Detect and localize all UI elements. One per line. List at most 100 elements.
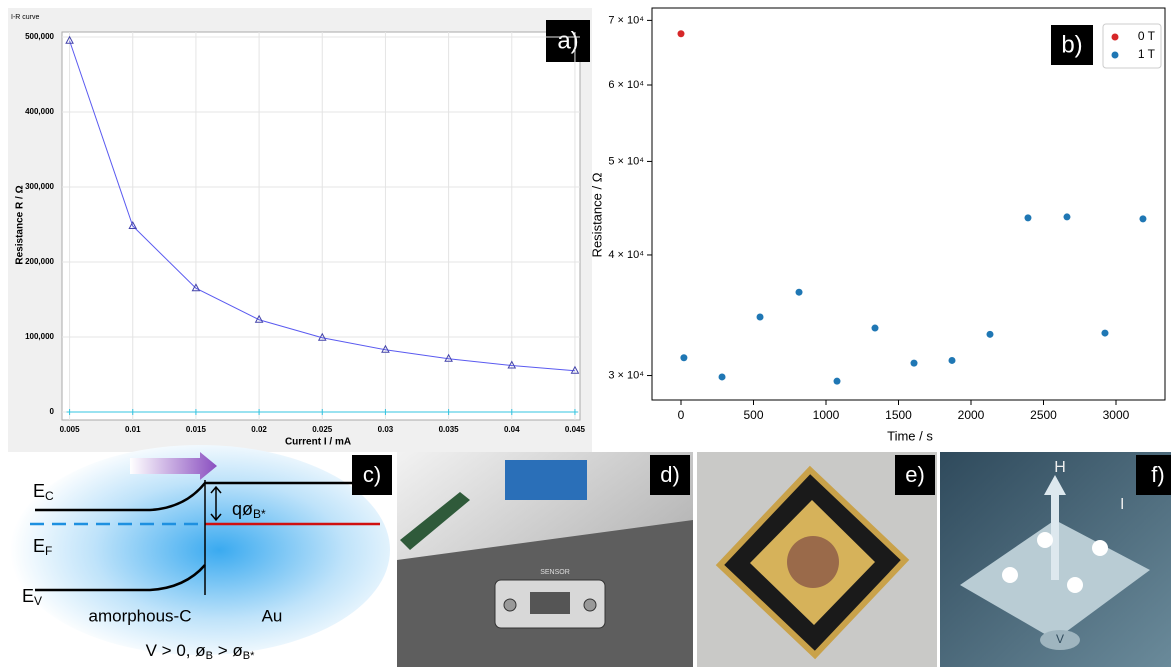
chart-title: I-R curve: [11, 14, 40, 21]
panel-label-box: [1136, 455, 1171, 495]
contact: [1067, 577, 1083, 593]
x-tick-label: 3000: [1103, 408, 1130, 422]
y-tick-label: 500,000: [25, 32, 54, 41]
point: [795, 288, 803, 296]
x-tick-label: 2000: [958, 408, 985, 422]
point: [986, 330, 994, 338]
y-axis-label: Resistance R / Ω: [15, 185, 26, 264]
condition-label: V > 0, øB > øB*: [146, 641, 255, 661]
legend-swatch: [1111, 33, 1119, 41]
marker: [317, 332, 327, 341]
panel-label: e): [905, 462, 925, 487]
glow: [10, 445, 390, 655]
gas-port: [583, 598, 597, 612]
contact: [1002, 567, 1018, 583]
panel-label: d): [660, 462, 680, 487]
x-tick-label: 0.01: [125, 425, 141, 434]
x-tick-label: 0.015: [186, 425, 207, 434]
panel-label-box: [1051, 25, 1093, 65]
chip-die: [787, 536, 839, 588]
arrow: [130, 452, 217, 480]
marker: [66, 409, 73, 415]
y-tick-label: 3 × 10⁴: [608, 369, 644, 381]
panel-label-box: [895, 455, 935, 495]
legend-label: 1 T: [1138, 47, 1156, 61]
x-tick-label: 0: [678, 408, 685, 422]
point: [1101, 329, 1109, 337]
panel-label-box: [546, 20, 590, 62]
point: [756, 313, 764, 321]
band-label: EF: [33, 536, 52, 558]
y-axis-label: Resistance / Ω: [589, 172, 604, 257]
x-tick-label: 0.035: [439, 425, 460, 434]
material-label: amorphous-C: [89, 606, 192, 625]
contact: [1092, 540, 1108, 556]
connector: [530, 592, 570, 614]
band-label: EC: [33, 481, 54, 503]
point: [680, 354, 688, 362]
x-tick-label: 0.045: [565, 425, 586, 434]
marker: [381, 344, 390, 353]
panel-text: SENSOR: [540, 569, 570, 576]
valence-band: [35, 564, 206, 592]
x-tick-label: 1000: [813, 408, 840, 422]
point: [948, 356, 956, 364]
marker: [254, 314, 264, 323]
material-label: Au: [262, 606, 283, 625]
marker: [570, 365, 580, 374]
band-label: EV: [22, 586, 42, 608]
marker: [382, 409, 389, 415]
marker: [129, 409, 136, 415]
point: [677, 30, 685, 38]
panel-label-box: [650, 455, 690, 495]
point: [1024, 214, 1032, 222]
x-tick-label: 0.02: [251, 425, 267, 434]
x-tick-label: 0.025: [312, 425, 333, 434]
y-tick-label: 4 × 10⁴: [608, 249, 644, 261]
y-tick-label: 100,000: [25, 332, 54, 341]
marker: [444, 353, 453, 362]
barrier-arrow: [210, 485, 222, 522]
meter-label: V: [1056, 632, 1064, 646]
y-tick-label: 7 × 10⁴: [608, 14, 644, 26]
field-arrow-head: [1044, 475, 1066, 495]
sensor-board: [400, 492, 470, 550]
y-tick-label: 5 × 10⁴: [608, 155, 644, 167]
marker: [192, 409, 199, 415]
y-tick-label: 6 × 10⁴: [608, 79, 644, 91]
voltmeter: [1040, 630, 1080, 650]
x-tick-label: 0.03: [378, 425, 394, 434]
current-label: I: [1120, 496, 1124, 513]
daq-box: [505, 460, 587, 500]
panel-label-box: [352, 455, 392, 495]
y-tick-label: 400,000: [25, 107, 54, 116]
x-axis-label: Time / s: [887, 428, 933, 443]
y-tick-label: 200,000: [25, 257, 54, 266]
marker: [191, 283, 201, 292]
panel-label: b): [1061, 31, 1082, 58]
marker: [571, 409, 578, 415]
point: [718, 373, 726, 381]
x-tick-label: 500: [743, 408, 763, 422]
marker: [128, 220, 138, 229]
conduction-band: [35, 481, 380, 512]
x-tick-label: 1500: [885, 408, 912, 422]
marker: [256, 409, 263, 415]
plot-area: [61, 31, 581, 421]
y-tick-label: 0: [50, 407, 55, 416]
x-axis-label: Current I / mA: [285, 437, 351, 448]
point: [1139, 215, 1147, 223]
x-tick-label: 2500: [1030, 408, 1057, 422]
point: [910, 359, 918, 367]
panel-label: f): [1151, 462, 1164, 487]
field-label: H: [1054, 459, 1066, 476]
marker: [508, 409, 515, 415]
point: [833, 377, 841, 385]
legend-swatch: [1111, 51, 1119, 59]
marker: [65, 35, 74, 44]
point: [871, 324, 879, 332]
y-tick-label: 300,000: [25, 182, 54, 191]
gas-port: [503, 598, 517, 612]
panel-label: c): [363, 462, 381, 487]
